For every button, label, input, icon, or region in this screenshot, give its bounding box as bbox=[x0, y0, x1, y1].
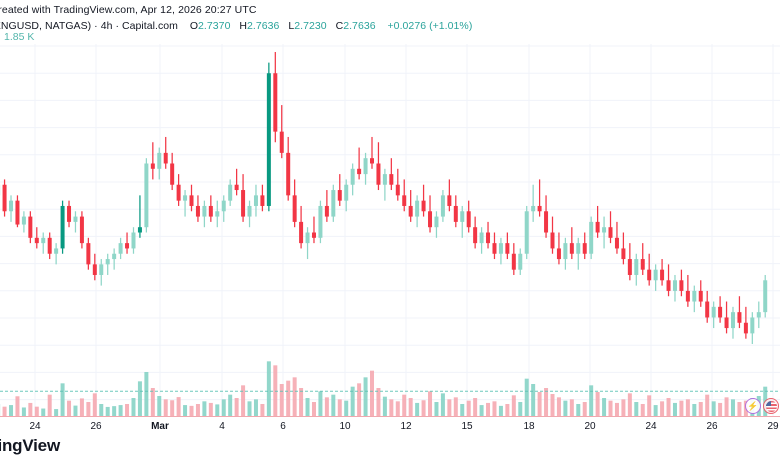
low-label: L bbox=[288, 20, 295, 32]
symbol-label[interactable]: s (XNGUSD, NATGAS) · 4h · Capital.com bbox=[0, 20, 178, 32]
low-value: 2.7230 bbox=[294, 20, 327, 32]
close-label: C bbox=[335, 20, 344, 32]
open-label: O bbox=[189, 20, 199, 32]
time-axis-tick: 6 bbox=[280, 421, 286, 432]
change-value: +0.0276 (+1.01%) bbox=[387, 20, 473, 32]
volume-series bbox=[0, 361, 780, 416]
time-axis-tick: 10 bbox=[339, 421, 351, 432]
high-value: 2.7636 bbox=[247, 20, 280, 32]
chart-gridlines bbox=[0, 44, 780, 416]
us-flag-icon[interactable] bbox=[763, 398, 779, 414]
open-value: 2.7370 bbox=[198, 20, 231, 32]
tradingview-watermark: adingView bbox=[0, 436, 60, 455]
time-axis-tick: 4 bbox=[219, 421, 225, 432]
time-axis-tick: 12 bbox=[400, 421, 412, 432]
time-axis-tick: 26 bbox=[90, 421, 102, 432]
time-axis-tick: Mar bbox=[151, 421, 169, 432]
time-axis-tick: 20 bbox=[584, 421, 596, 432]
time-axis[interactable]: 24 26 Mar 4 6 10 12 15 18 20 24 26 29 bbox=[0, 416, 780, 439]
time-axis-tick: 18 bbox=[523, 421, 535, 432]
flag-graphic bbox=[765, 400, 777, 412]
close-value: 2.7636 bbox=[343, 20, 376, 32]
lightning-bolt-icon[interactable]: ⚡ bbox=[745, 398, 761, 414]
time-axis-tick: 24 bbox=[29, 421, 41, 432]
created-with-caption: n created with TradingView.com, Apr 12, … bbox=[0, 4, 257, 16]
chart-legend[interactable]: s (XNGUSD, NATGAS) · 4h · Capital.com O2… bbox=[0, 20, 472, 32]
time-axis-tick: 26 bbox=[706, 421, 718, 432]
high-label: H bbox=[239, 20, 248, 32]
time-axis-tick: 24 bbox=[645, 421, 657, 432]
time-axis-tick: 29 bbox=[767, 421, 779, 432]
time-axis-tick: 15 bbox=[461, 421, 473, 432]
volume-indicator-value[interactable]: 1.85 K bbox=[4, 31, 35, 43]
candlestick-series[interactable] bbox=[0, 44, 780, 416]
